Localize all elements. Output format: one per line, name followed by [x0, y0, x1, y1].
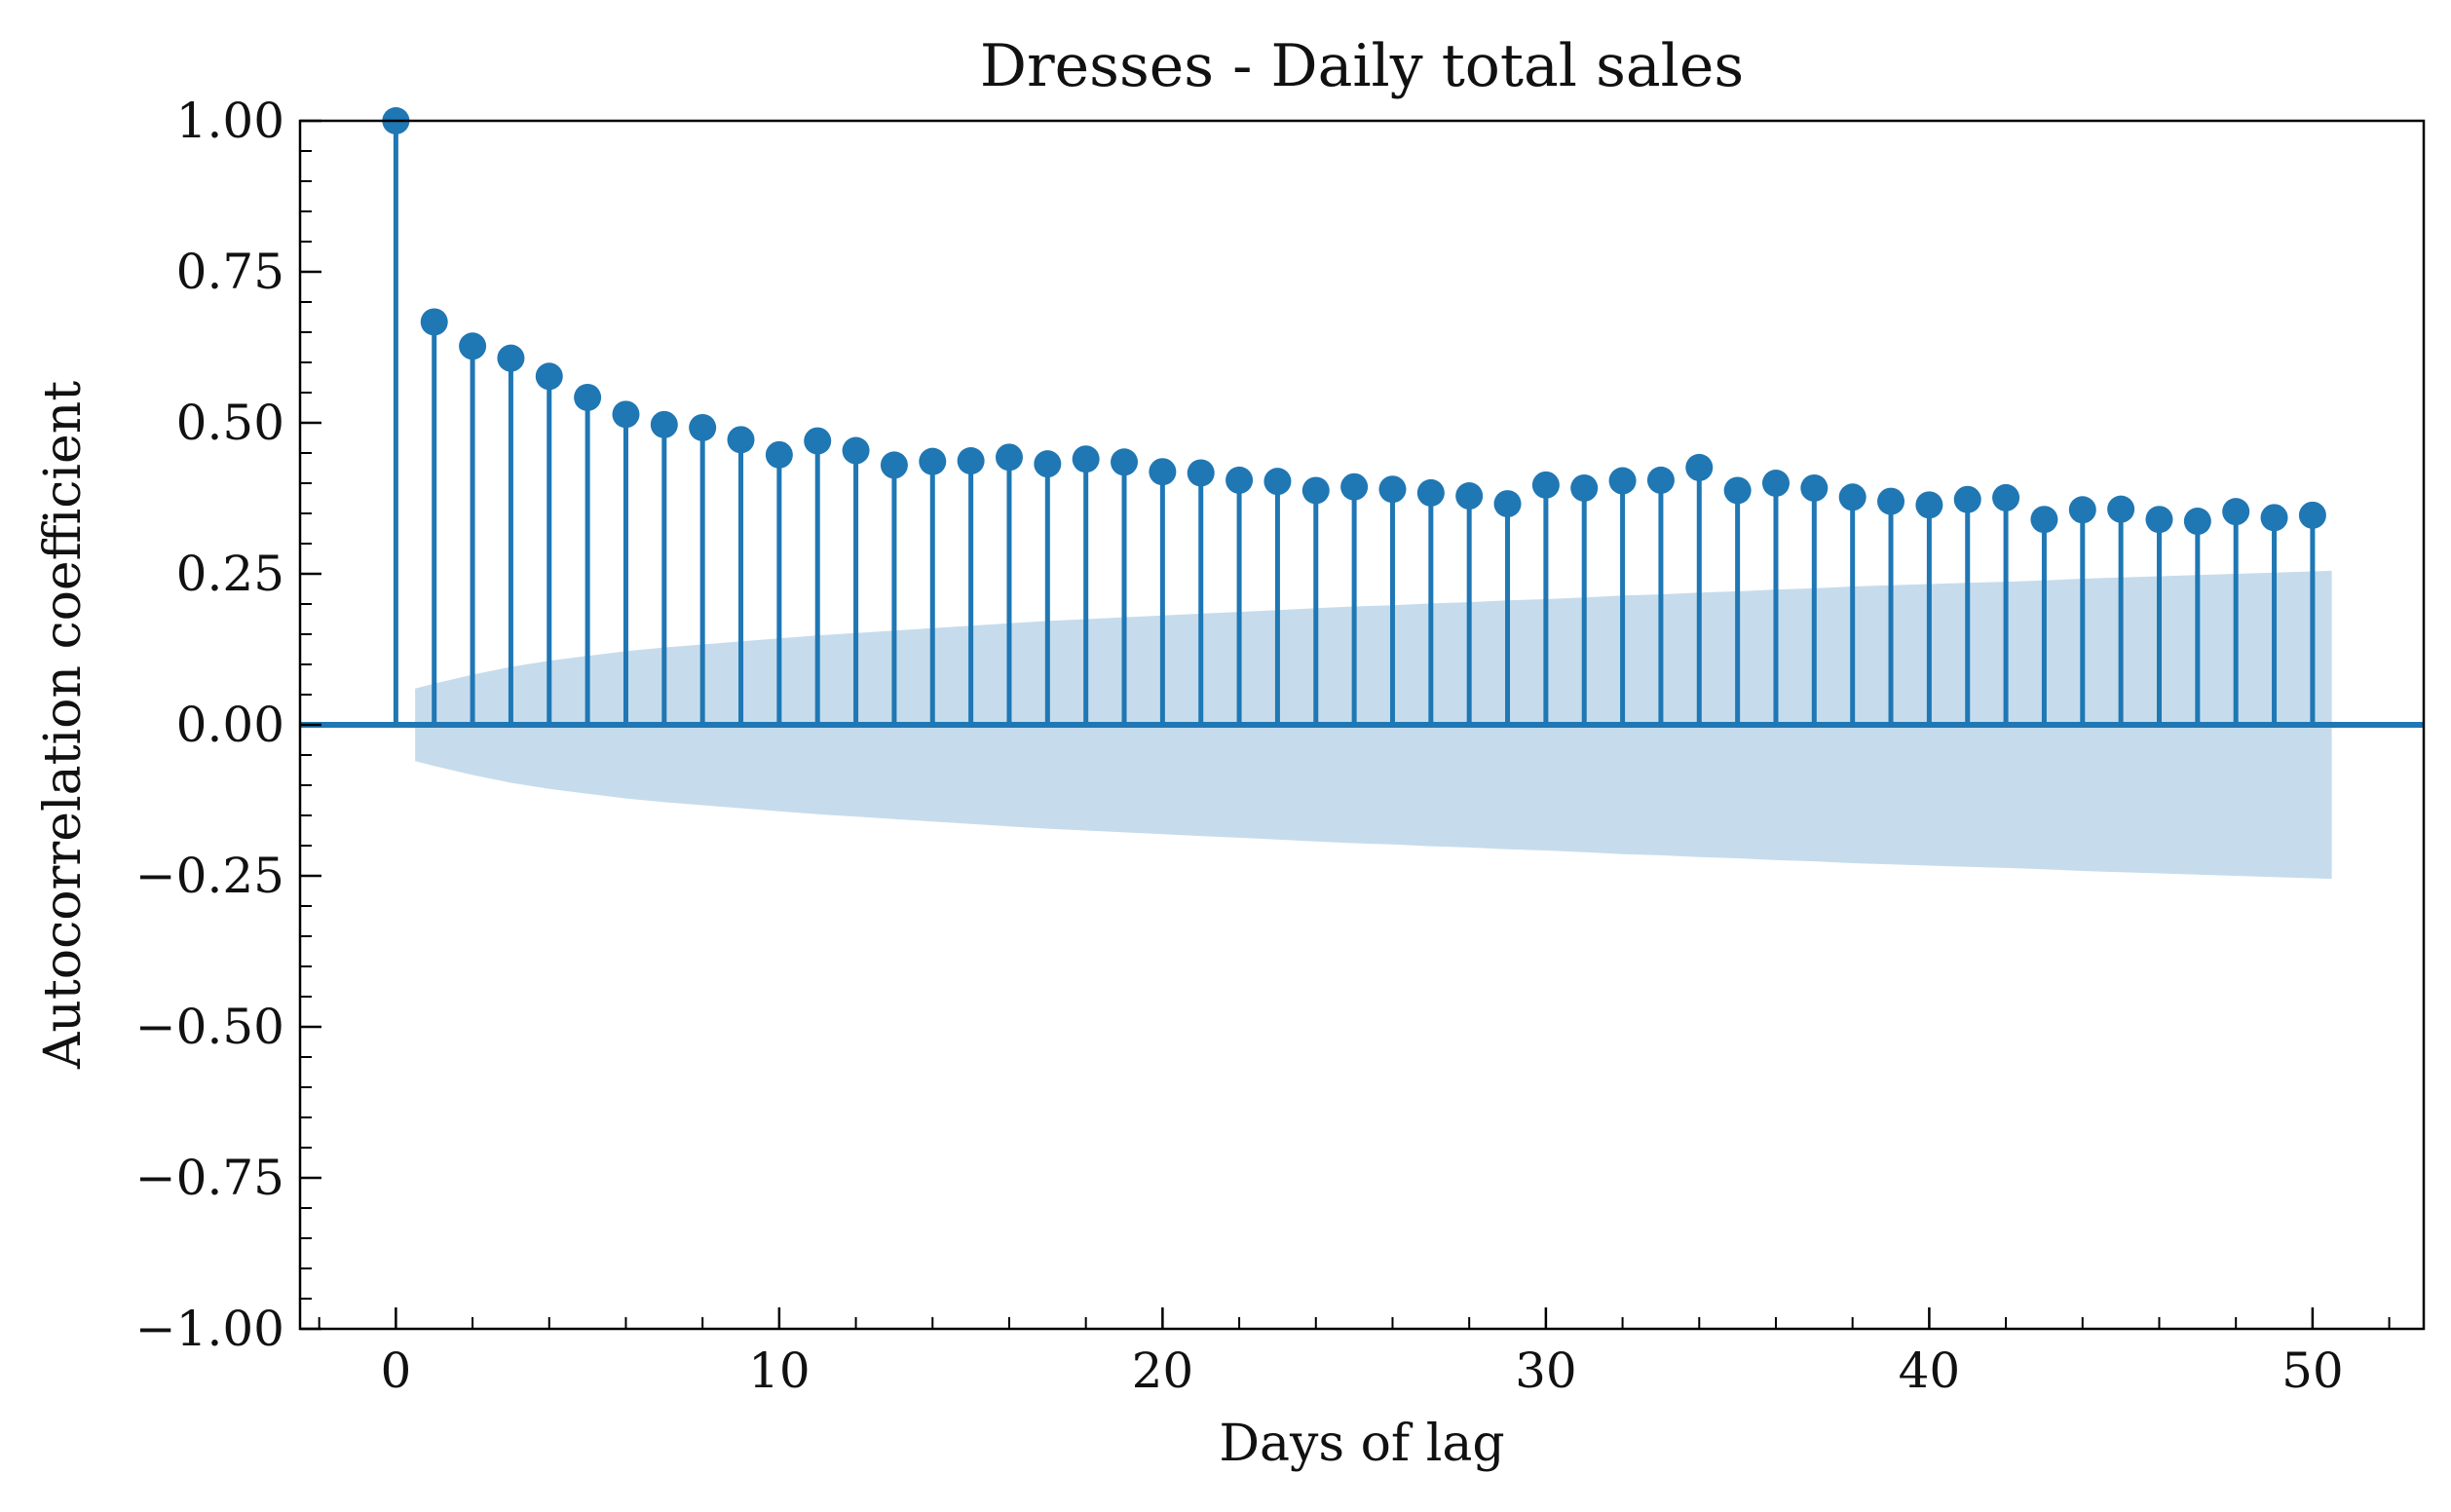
chart-title: Dresses - Daily total sales — [980, 32, 1744, 100]
y-tick-label: 0.00 — [176, 697, 284, 753]
marker-lag-20 — [1149, 458, 1177, 486]
marker-lag-33 — [1646, 466, 1675, 494]
marker-lag-25 — [1340, 472, 1369, 501]
y-tick-label: −1.00 — [135, 1301, 284, 1357]
marker-lag-9 — [727, 426, 755, 454]
marker-lag-12 — [842, 436, 870, 465]
marker-lag-24 — [1301, 476, 1330, 505]
marker-lag-11 — [804, 427, 832, 455]
marker-lag-19 — [1111, 448, 1139, 476]
x-tick-label: 20 — [1132, 1342, 1194, 1399]
ticks-layer: 1.00 0.75 0.50 0.25 0.00 −0.25 −0.50 −0.75 −1.00… — [135, 93, 2391, 1399]
x-tick-label: 10 — [748, 1342, 811, 1399]
y-tick-label: 0.50 — [176, 395, 284, 451]
marker-lag-45 — [2107, 495, 2135, 523]
stems-layer — [393, 121, 2316, 725]
marker-lag-40 — [1915, 491, 1943, 519]
marker-lag-47 — [2183, 508, 2211, 536]
marker-lag-36 — [1761, 470, 1790, 497]
x-tick-label: 40 — [1899, 1342, 1961, 1399]
y-tick-label: 0.75 — [176, 244, 284, 300]
marker-lag-6 — [612, 400, 640, 429]
marker-lag-32 — [1608, 467, 1637, 495]
x-tick-label: 0 — [380, 1342, 411, 1399]
marker-lag-14 — [919, 447, 947, 475]
x-axis-label: Days of lag — [1219, 1415, 1504, 1473]
y-tick-label: −0.75 — [135, 1150, 284, 1206]
marker-lag-29 — [1493, 490, 1522, 518]
marker-lag-3 — [497, 344, 525, 372]
marker-lag-27 — [1416, 478, 1445, 507]
marker-lag-30 — [1531, 471, 1560, 499]
marker-lag-15 — [957, 447, 985, 475]
labels-layer: Dresses - Daily total sales Days of lag … — [34, 32, 1744, 1473]
marker-lag-13 — [880, 451, 908, 479]
x-tick-label: 30 — [1515, 1342, 1577, 1399]
marker-lag-31 — [1570, 473, 1599, 502]
marker-lag-50 — [2298, 501, 2326, 529]
marker-lag-48 — [2222, 498, 2250, 526]
marker-lag-44 — [2068, 496, 2096, 524]
marker-lag-49 — [2260, 504, 2288, 532]
marker-lag-16 — [995, 443, 1023, 472]
marker-lag-28 — [1455, 482, 1484, 510]
marker-lag-22 — [1226, 466, 1254, 494]
y-tick-label: −0.25 — [135, 848, 284, 904]
marker-lag-21 — [1187, 459, 1215, 487]
marker-lag-35 — [1723, 476, 1752, 505]
x-tick-label: 50 — [2281, 1342, 2344, 1399]
marker-lag-23 — [1263, 468, 1292, 496]
marker-lag-43 — [2030, 506, 2058, 534]
marker-lag-2 — [459, 332, 487, 360]
markers-layer — [382, 107, 2326, 536]
y-tick-label: 0.25 — [176, 546, 284, 602]
marker-lag-41 — [1953, 485, 1981, 513]
marker-lag-39 — [1877, 487, 1905, 515]
y-tick-label: 1.00 — [176, 93, 284, 149]
marker-lag-34 — [1685, 453, 1714, 481]
marker-lag-8 — [689, 413, 717, 441]
marker-lag-46 — [2145, 506, 2173, 534]
y-axis-label: Autocorrelation coefficient — [34, 381, 93, 1070]
marker-lag-42 — [1992, 483, 2020, 511]
y-tick-label: −0.50 — [135, 999, 284, 1055]
marker-lag-1 — [420, 308, 448, 336]
marker-lag-18 — [1072, 445, 1100, 473]
marker-lag-10 — [765, 440, 793, 469]
marker-lag-5 — [574, 383, 602, 411]
marker-lag-38 — [1838, 483, 1867, 511]
marker-lag-17 — [1034, 450, 1062, 478]
marker-lag-4 — [535, 362, 563, 391]
marker-lag-7 — [650, 410, 678, 438]
marker-lag-37 — [1800, 473, 1829, 502]
marker-lag-26 — [1378, 475, 1407, 504]
